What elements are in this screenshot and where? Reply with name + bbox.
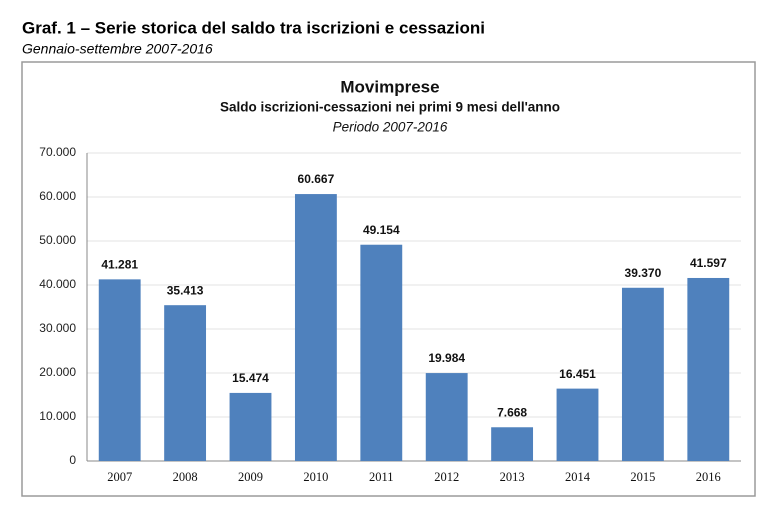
page-title: Graf. 1 – Serie storica del saldo tra is… — [22, 18, 485, 37]
value-label: 41.597 — [690, 256, 727, 270]
value-label: 15.474 — [232, 371, 269, 385]
bar — [425, 373, 468, 461]
chart-title: Movimprese — [340, 77, 439, 96]
bar — [556, 388, 599, 461]
x-tick-label: 2014 — [565, 470, 591, 484]
y-tick-label: 70.000 — [39, 145, 76, 159]
x-tick-label: 2016 — [696, 470, 721, 484]
bar — [164, 305, 207, 461]
y-tick-label: 40.000 — [39, 277, 76, 291]
y-tick-label: 50.000 — [39, 233, 76, 247]
bar — [360, 244, 403, 461]
bar — [621, 287, 664, 461]
value-label: 49.154 — [363, 223, 400, 237]
value-label: 60.667 — [298, 172, 335, 186]
y-tick-label: 0 — [69, 453, 76, 467]
x-tick-label: 2015 — [630, 470, 655, 484]
y-tick-label: 10.000 — [39, 409, 76, 423]
value-label: 7.668 — [497, 405, 527, 419]
bar — [687, 277, 730, 461]
bar — [491, 427, 534, 461]
y-tick-label: 20.000 — [39, 365, 76, 379]
x-tick-label: 2009 — [238, 470, 263, 484]
x-tick-label: 2011 — [369, 470, 394, 484]
x-tick-label: 2013 — [500, 470, 525, 484]
value-label: 35.413 — [167, 283, 204, 297]
bar — [294, 194, 337, 462]
x-tick-label: 2007 — [107, 470, 132, 484]
bar — [98, 279, 141, 461]
y-tick-label: 30.000 — [39, 321, 76, 335]
x-tick-label: 2008 — [173, 470, 198, 484]
value-label: 39.370 — [625, 266, 662, 280]
value-label: 19.984 — [428, 351, 465, 365]
value-label: 41.281 — [101, 258, 138, 272]
bar — [229, 392, 272, 461]
page-subtitle: Gennaio-settembre 2007-2016 — [22, 41, 213, 57]
y-tick-label: 60.000 — [39, 189, 76, 203]
chart-period: Periodo 2007-2016 — [333, 120, 448, 135]
chart-subtitle: Saldo iscrizioni-cessazioni nei primi 9 … — [220, 100, 560, 115]
x-tick-label: 2012 — [434, 470, 459, 484]
x-tick-label: 2010 — [303, 470, 328, 484]
value-label: 16.451 — [559, 367, 596, 381]
